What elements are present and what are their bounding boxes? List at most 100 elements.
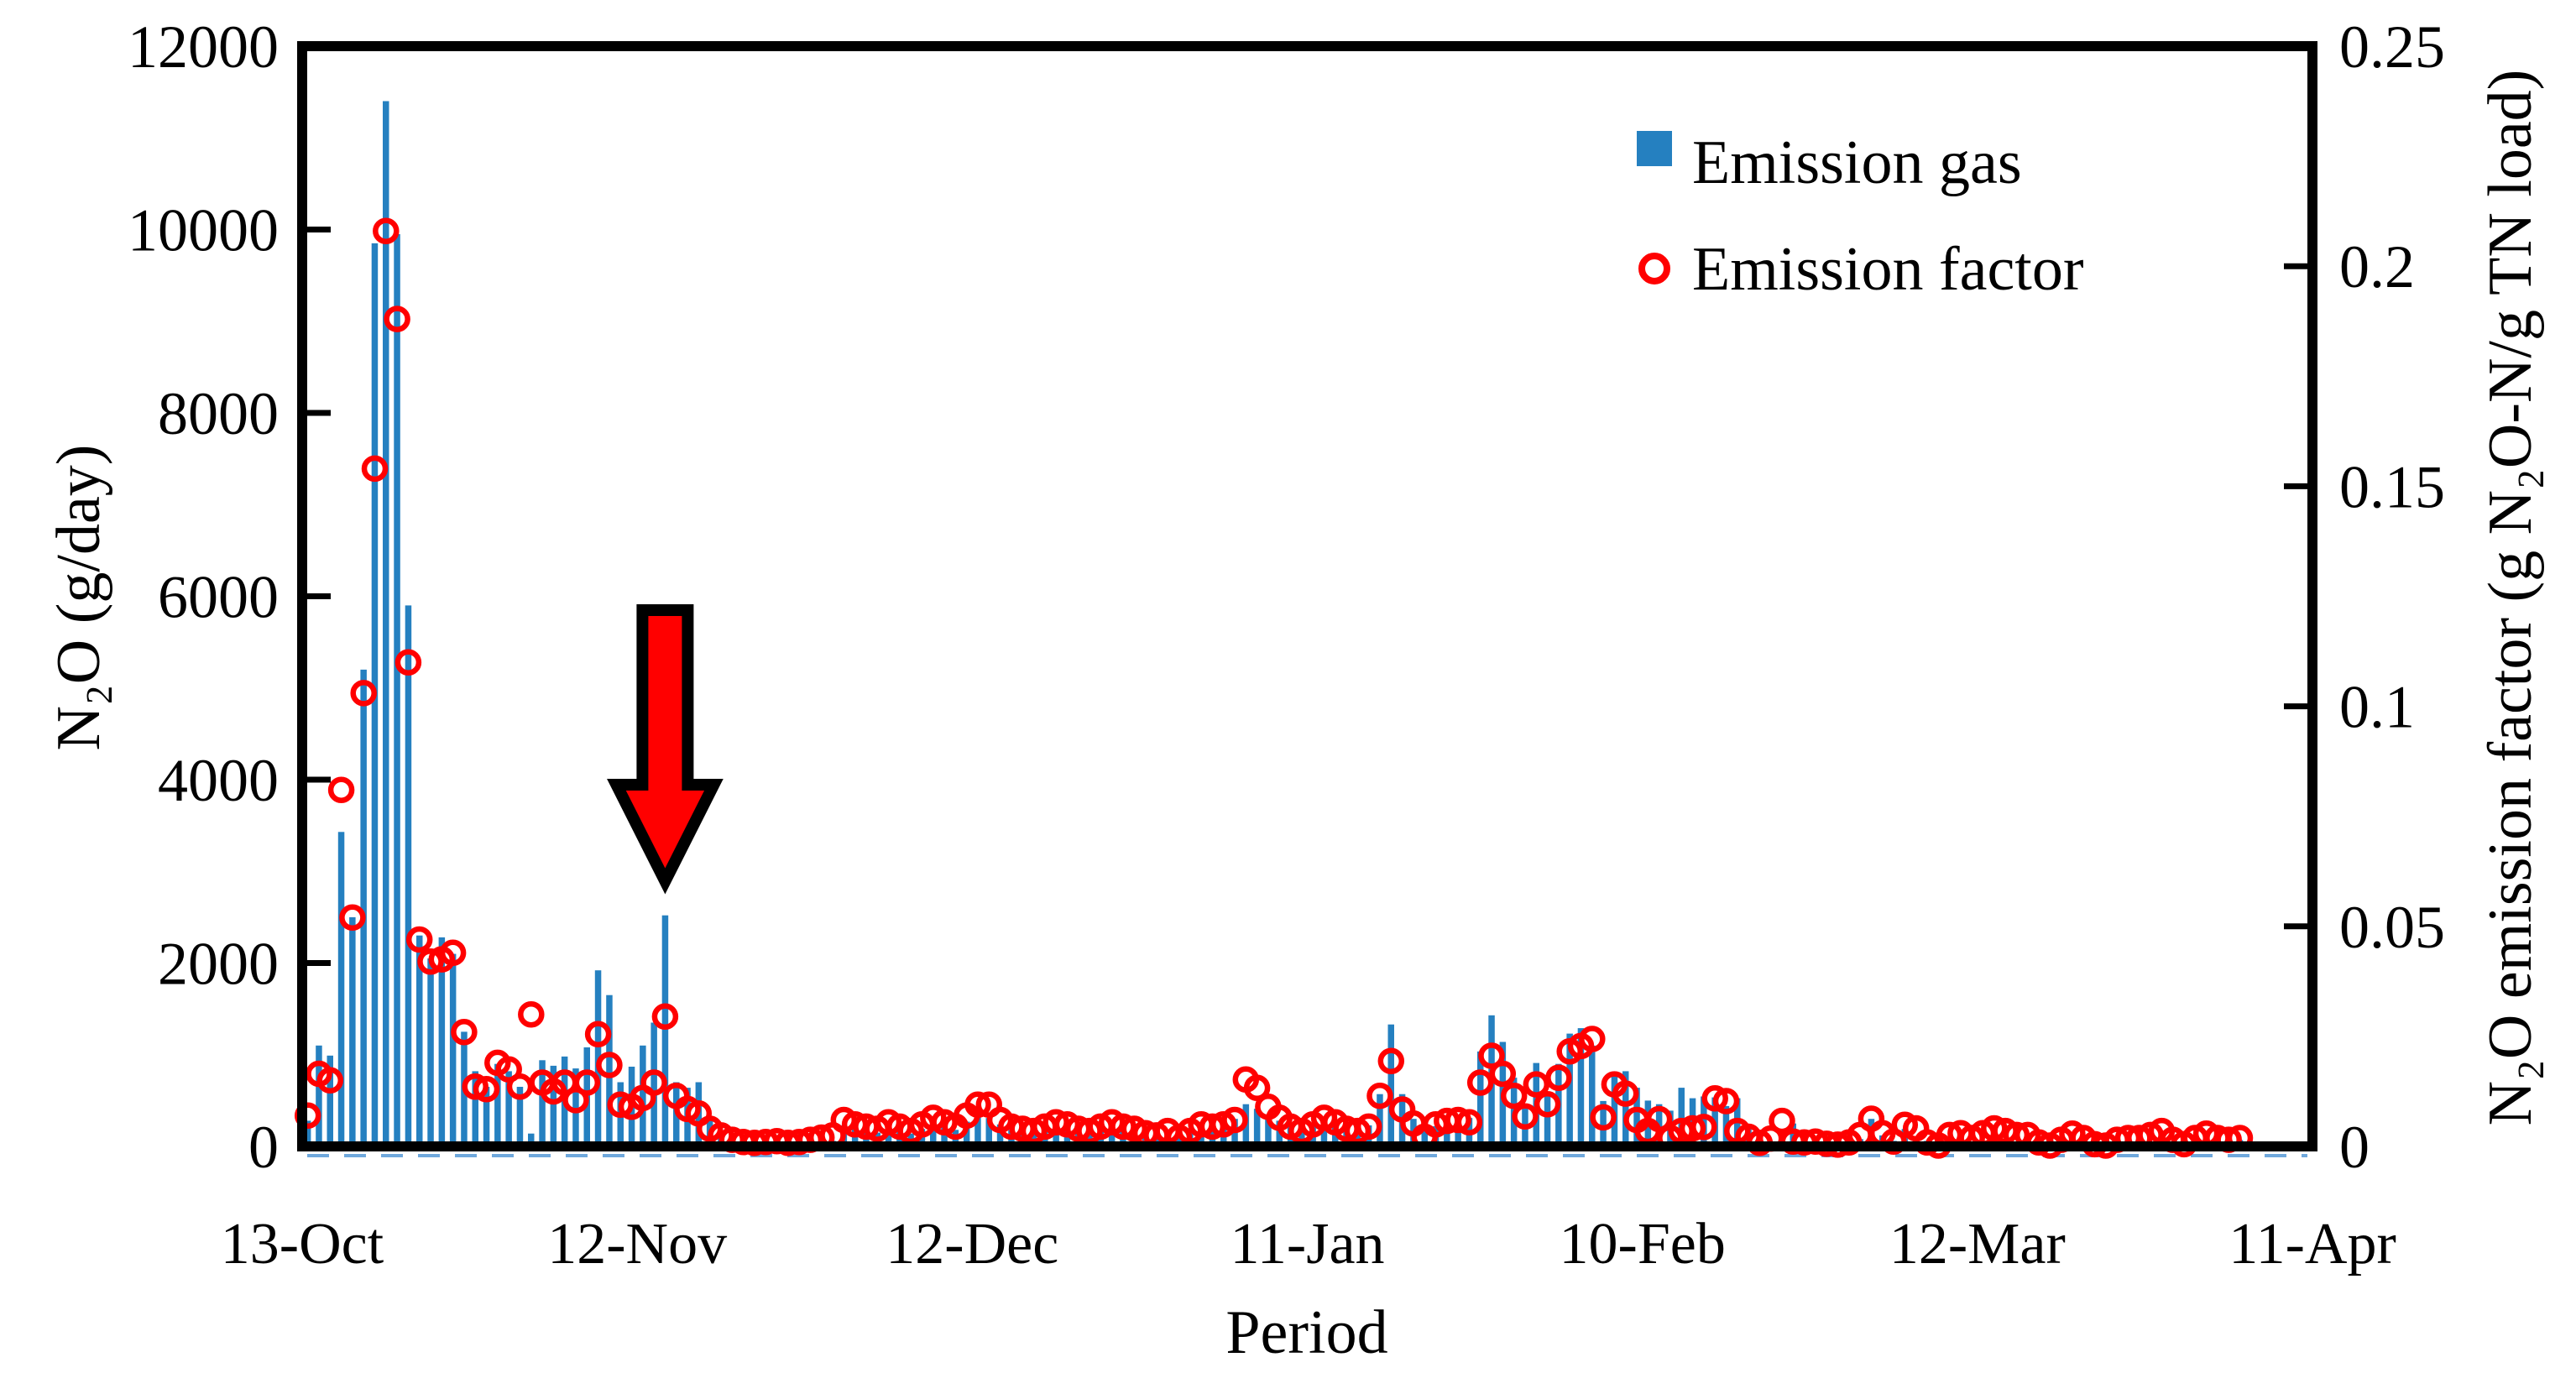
bar <box>1544 1092 1551 1146</box>
bar <box>1298 1130 1305 1146</box>
down-arrow-annotation <box>607 604 724 895</box>
emission-factor-point <box>1612 1080 1639 1107</box>
axis-tick-labels-layer: 0 2000 4000 6000 8000 10000 12000 0 0.05 0.1 0.15 0… <box>128 13 2445 1276</box>
bar <box>449 953 457 1146</box>
x-axis-title: Period <box>1225 1298 1387 1367</box>
bar <box>651 1022 657 1146</box>
y-left-tick-label: 6000 <box>158 564 279 631</box>
bar <box>661 915 669 1146</box>
y-right-tick-label: 0.15 <box>2339 453 2445 520</box>
bar <box>930 1122 937 1146</box>
emission-factor-point <box>339 904 366 932</box>
bar <box>1477 1051 1484 1146</box>
bar <box>941 1125 948 1146</box>
emission-factor-point <box>451 1018 478 1046</box>
bar <box>427 958 434 1146</box>
emission-factor-point <box>1512 1103 1539 1130</box>
emission-factor-point <box>384 305 410 332</box>
bar <box>528 1133 535 1146</box>
y-right-tick-label: 0.25 <box>2339 13 2445 81</box>
emission-factor-point <box>584 1021 612 1048</box>
plot-frame <box>297 41 2317 1151</box>
emission-factor-point <box>518 1000 545 1028</box>
emission-gas-legend-swatch <box>1637 131 1672 166</box>
emission-factor-point <box>1355 1113 1382 1141</box>
emission-factor-point <box>1478 1042 1505 1069</box>
bar <box>1589 1045 1596 1146</box>
emission-factor-points <box>294 217 2254 1159</box>
bar <box>405 605 412 1146</box>
bar <box>1053 1125 1059 1146</box>
emission-factor-point <box>1690 1114 1717 1141</box>
emission-factor-point <box>1110 1113 1136 1141</box>
emission-factor-point <box>1579 1026 1606 1052</box>
emission-factor-point <box>607 1091 634 1118</box>
bar <box>1633 1088 1640 1146</box>
bar <box>327 1055 333 1146</box>
bar <box>1566 1033 1573 1146</box>
bar <box>337 832 345 1146</box>
x-tick-label: 12-Mar <box>1889 1212 2066 1276</box>
bar <box>963 1121 970 1146</box>
emission-factor-point <box>1590 1104 1617 1131</box>
bar <box>472 1071 478 1146</box>
emission-factor-point <box>651 1003 679 1031</box>
bar <box>1790 1123 1796 1146</box>
emission-factor-point <box>1981 1115 2008 1142</box>
emission-factor-point <box>1701 1085 1728 1112</box>
emission-factor-legend-label: Emission factor <box>1692 235 2084 304</box>
bar <box>1354 1130 1361 1146</box>
y-left-tick-label: 8000 <box>158 380 279 447</box>
emission-factor-point <box>1243 1074 1271 1102</box>
x-tick-label: 12-Dec <box>886 1212 1058 1276</box>
bar <box>438 937 446 1146</box>
emission-factor-point <box>1523 1071 1550 1098</box>
bar <box>416 935 423 1146</box>
emission-factor-point <box>1445 1106 1471 1134</box>
plot-frame-layer <box>297 41 2317 1151</box>
y-left-tick-label: 10000 <box>128 197 279 264</box>
emission-factor-point <box>1377 1047 1405 1075</box>
bar <box>1577 1028 1585 1146</box>
y-axis-title-left: N₂O (g/day) <box>44 445 113 751</box>
y-left-tick-label: 0 <box>248 1114 279 1181</box>
y-axis-title-right: N₂O emission factor (g N₂O-N/g TN load) <box>2476 70 2545 1126</box>
emission-factor-point <box>327 776 355 803</box>
emission-factor-point <box>462 1073 489 1100</box>
bar <box>985 1118 992 1146</box>
emission-factor-point <box>1534 1090 1561 1118</box>
y-right-tick-label: 0 <box>2339 1114 2370 1181</box>
emission-factor-point <box>394 649 422 676</box>
emission-factor-point <box>350 680 377 707</box>
bar <box>885 1127 892 1146</box>
y-left-tick-label: 4000 <box>158 747 279 814</box>
x-tick-label: 13-Oct <box>221 1212 384 1276</box>
bar <box>539 1060 546 1146</box>
emission-factor-point <box>964 1091 991 1118</box>
bar <box>304 1120 311 1146</box>
bar <box>572 1068 579 1146</box>
bar <box>316 1045 322 1146</box>
bar <box>1678 1088 1685 1146</box>
emission-factor-point <box>473 1076 500 1103</box>
bar <box>1108 1127 1116 1146</box>
bar <box>996 1124 1004 1146</box>
y-right-tick-label: 0.1 <box>2339 674 2415 741</box>
emission-factor-point <box>640 1069 667 1096</box>
emission-factor-legend-swatch <box>1638 253 1670 285</box>
bar <box>349 916 356 1146</box>
emission-factor-point <box>1891 1111 1919 1139</box>
emission-factor-point <box>1366 1082 1393 1109</box>
bar <box>516 1087 524 1146</box>
bar <box>505 1071 512 1146</box>
emission-factor-point <box>1712 1088 1740 1115</box>
bar <box>394 234 400 1146</box>
x-tick-label: 11-Apr <box>2229 1212 2396 1276</box>
bar <box>1320 1118 1328 1146</box>
emission-factor-point <box>439 939 467 967</box>
emission-factor-point <box>1500 1082 1528 1109</box>
y-left-tick-label: 2000 <box>158 931 279 998</box>
bar <box>1611 1072 1618 1146</box>
